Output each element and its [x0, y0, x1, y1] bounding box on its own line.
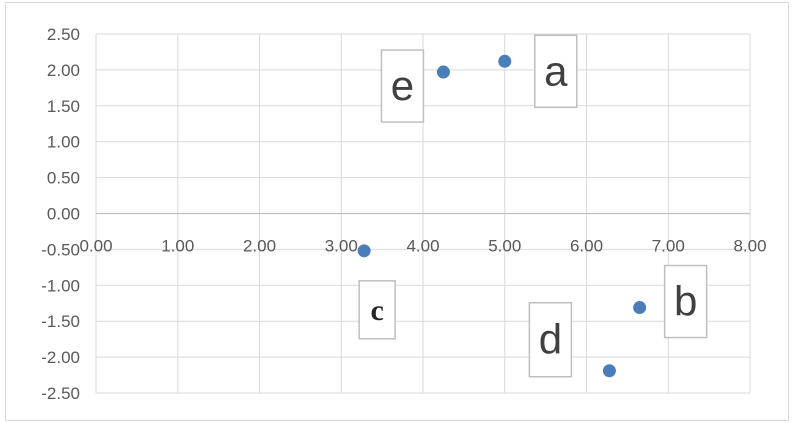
y-tick-label: 2.00 [47, 61, 80, 80]
x-tick-label: 0.00 [79, 237, 112, 256]
data-point-a [498, 54, 512, 68]
x-tick-label: 6.00 [570, 237, 603, 256]
y-tick-label: -1.50 [41, 312, 80, 331]
y-tick-label: 1.00 [47, 133, 80, 152]
y-tick-label: -1.00 [41, 276, 80, 295]
callout-box-a [534, 34, 578, 109]
y-tick-label: -2.50 [41, 384, 80, 403]
point-label-d: d [539, 316, 562, 363]
point-label-a: a [544, 47, 568, 94]
x-tick-label: 5.00 [488, 237, 521, 256]
x-tick-label: 8.00 [733, 237, 766, 256]
y-tick-label: -0.50 [41, 240, 80, 259]
x-tick-label: 2.00 [243, 237, 276, 256]
chart-frame: 2.50 2.00 1.50 1.00 0.50 0.00 -0.50 -1.00 -1.50-… [5, 2, 789, 421]
x-tick-label: 4.00 [406, 237, 439, 256]
y-tick-label: -2.00 [41, 348, 80, 367]
x-tick-label: 1.00 [161, 237, 194, 256]
y-tick-label: 0.00 [47, 205, 80, 224]
y-tick-label: 2.50 [47, 25, 80, 44]
x-tick-label: 3.00 [325, 237, 358, 256]
scatter-chart: 2.502.001.501.000.500.00-0.50-1.00-1.50-… [41, 25, 766, 403]
callout-box-b [663, 264, 708, 339]
point-label-b: b [674, 278, 697, 325]
y-tick-label: 0.50 [47, 169, 80, 188]
callout-box-e [380, 49, 425, 123]
callout-box-c [358, 280, 396, 340]
data-point-b [633, 301, 647, 315]
y-tick-label: 1.50 [47, 97, 80, 116]
data-point-c [357, 244, 371, 258]
x-tick-label: 7.00 [652, 237, 685, 256]
point-label-c: c [370, 294, 383, 327]
point-label-e: e [391, 62, 414, 109]
data-point-e [436, 65, 450, 79]
callout-box-d [528, 301, 573, 378]
data-point-d [602, 364, 616, 378]
